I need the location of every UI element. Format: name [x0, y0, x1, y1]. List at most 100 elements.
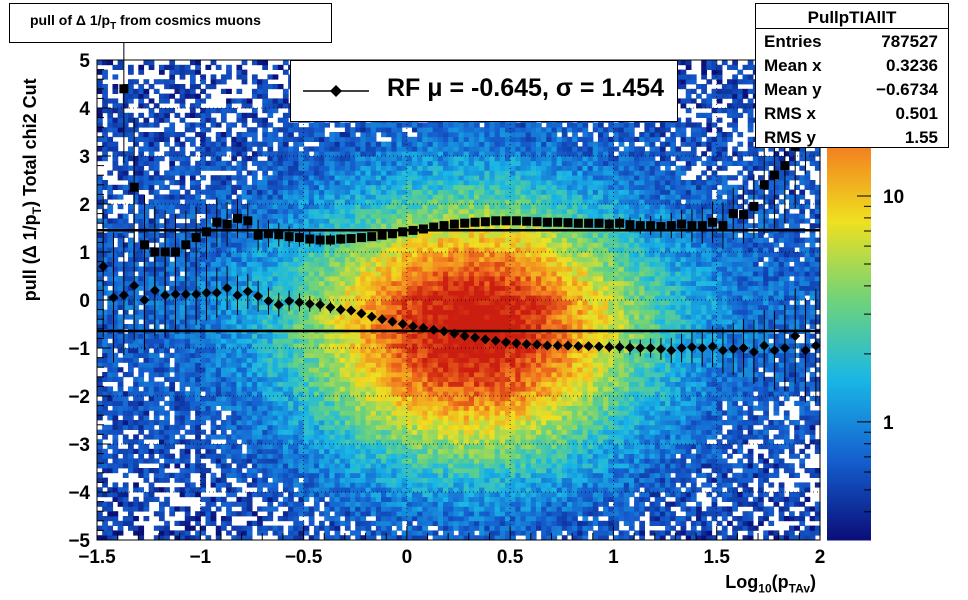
heat-cell [355, 444, 361, 450]
heat-cell [391, 391, 398, 397]
heat-cell [138, 180, 145, 186]
heat-cell [241, 511, 248, 517]
heat-cell [267, 343, 274, 349]
heat-cell [324, 189, 330, 195]
heat-cell [246, 429, 253, 435]
heat-cell [370, 376, 377, 382]
heat-cell [169, 160, 176, 166]
heat-cell [143, 170, 150, 176]
heat-cell [138, 252, 145, 258]
heat-cell [117, 348, 124, 354]
heat-cell [298, 410, 305, 416]
heat-cell [324, 511, 330, 517]
heat-cell [220, 309, 227, 315]
heat-cell [267, 381, 274, 387]
heat-cell [257, 439, 263, 445]
heat-cell [360, 180, 367, 186]
heat-cell [102, 535, 108, 541]
heat-cell [365, 309, 372, 315]
heat-cell [303, 256, 310, 262]
heat-cell [303, 314, 310, 320]
heat-cell [117, 151, 124, 157]
heat-cell [189, 112, 196, 118]
heat-cell [344, 453, 351, 459]
heat-cell [251, 136, 258, 142]
heat-cell [143, 103, 150, 109]
heat-cell [97, 156, 103, 162]
heat-cell [401, 271, 408, 277]
heat-cell [107, 170, 114, 176]
heat-cell [226, 424, 232, 430]
heat-cell [241, 266, 248, 272]
heat-cell [339, 487, 346, 493]
heat-cell [370, 448, 377, 454]
heat-cell [339, 146, 346, 152]
heat-cell [236, 266, 243, 272]
heat-cell [355, 165, 361, 171]
heat-cell [381, 444, 387, 450]
heat-cell [122, 324, 129, 330]
heat-cell [386, 501, 392, 507]
heat-cell [267, 338, 274, 344]
heat-cell [257, 343, 263, 349]
heat-cell [293, 448, 299, 454]
heat-cell [169, 127, 176, 133]
heat-cell [164, 170, 170, 176]
heat-cell [195, 535, 201, 541]
heat-cell [339, 141, 346, 147]
heat-cell [267, 108, 274, 114]
heat-cell [215, 309, 222, 315]
heat-cell [303, 448, 310, 454]
heat-cell [169, 199, 176, 205]
heat-cell [293, 160, 299, 166]
heat-cell [365, 348, 372, 354]
heat-cell [386, 127, 392, 133]
heat-cell [282, 415, 289, 421]
heat-cell [272, 477, 279, 483]
heat-cell [169, 314, 176, 320]
heat-cell [267, 146, 274, 152]
heat-cell [386, 280, 392, 286]
heat-cell [277, 453, 284, 459]
heat-cell [303, 396, 310, 402]
heat-cell [143, 218, 150, 224]
heat-cell [241, 400, 248, 406]
heat-cell [189, 463, 196, 469]
heat-cell [288, 146, 294, 152]
heat-cell [138, 84, 145, 90]
heat-cell [184, 468, 191, 474]
heat-cell [179, 74, 186, 80]
heat-cell [298, 439, 305, 445]
heat-cell [164, 280, 170, 286]
heat-cell [246, 276, 253, 282]
heat-cell [381, 391, 387, 397]
heat-cell [122, 170, 129, 176]
heat-cell [298, 352, 305, 358]
heat-cell [189, 266, 196, 272]
heat-cell [277, 199, 284, 205]
heat-cell [282, 112, 289, 118]
heat-cell [319, 189, 325, 195]
heat-cell [138, 472, 145, 478]
heat-cell [257, 300, 263, 306]
heat-cell [143, 492, 150, 498]
heat-cell [164, 367, 170, 373]
heat-cell [355, 223, 361, 229]
heat-cell [189, 184, 196, 190]
heat-cell [251, 319, 258, 325]
heat-cell [107, 506, 114, 512]
heat-cell [174, 520, 181, 526]
heat-cell [97, 79, 103, 85]
heat-cell [246, 189, 253, 195]
heat-cell [241, 103, 248, 109]
heat-cell [102, 237, 108, 243]
heat-cell [246, 434, 253, 440]
heat-cell [355, 300, 361, 306]
heat-cell [164, 194, 170, 200]
heat-cell [381, 304, 387, 310]
heat-cell [262, 127, 269, 133]
heat-cell [117, 276, 124, 282]
heat-cell [127, 266, 134, 272]
heat-cell [282, 381, 289, 387]
heat-cell [272, 280, 279, 286]
